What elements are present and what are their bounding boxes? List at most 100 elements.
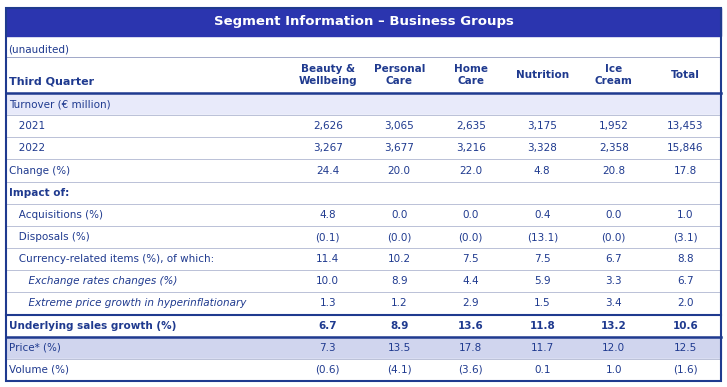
- Text: Change (%): Change (%): [9, 166, 70, 176]
- Text: (3.6): (3.6): [459, 365, 483, 375]
- Text: 13.5: 13.5: [387, 343, 411, 353]
- Text: (0.0): (0.0): [387, 232, 411, 242]
- Text: Extreme price growth in hyperinflationary: Extreme price growth in hyperinflationar…: [9, 298, 246, 308]
- Bar: [6, 337, 721, 359]
- Text: Acquisitions (%): Acquisitions (%): [9, 210, 103, 220]
- Text: 1.3: 1.3: [319, 298, 336, 308]
- Text: 3,175: 3,175: [527, 121, 557, 131]
- Text: 3.3: 3.3: [606, 276, 622, 286]
- Text: 0.0: 0.0: [606, 210, 622, 220]
- Text: 2,626: 2,626: [313, 121, 342, 131]
- Text: (3.1): (3.1): [673, 232, 698, 242]
- Text: 4.4: 4.4: [462, 276, 479, 286]
- Bar: [6, 270, 721, 293]
- Text: 7.5: 7.5: [534, 254, 550, 264]
- Text: 2.0: 2.0: [677, 298, 694, 308]
- Text: 24.4: 24.4: [316, 166, 340, 176]
- Text: 2022: 2022: [9, 144, 45, 153]
- Text: Third Quarter: Third Quarter: [9, 77, 94, 87]
- Text: 1.2: 1.2: [391, 298, 408, 308]
- Text: (1.6): (1.6): [673, 365, 698, 375]
- Text: 15,846: 15,846: [667, 144, 704, 153]
- Text: 17.8: 17.8: [459, 343, 483, 353]
- Text: 12.0: 12.0: [602, 343, 625, 353]
- Text: 2,358: 2,358: [599, 144, 629, 153]
- Bar: [6, 93, 721, 115]
- Text: 2.9: 2.9: [462, 298, 479, 308]
- Text: 20.0: 20.0: [387, 166, 411, 176]
- Text: 1.5: 1.5: [534, 298, 550, 308]
- Text: 20.8: 20.8: [602, 166, 625, 176]
- Text: (0.0): (0.0): [459, 232, 483, 242]
- Text: 0.1: 0.1: [534, 365, 550, 375]
- Text: (0.1): (0.1): [316, 232, 340, 242]
- Text: 13.6: 13.6: [458, 320, 483, 330]
- Text: 8.9: 8.9: [391, 276, 408, 286]
- Text: 11.8: 11.8: [529, 320, 555, 330]
- Bar: [6, 204, 721, 226]
- Text: (4.1): (4.1): [387, 365, 411, 375]
- Text: Ice
Cream: Ice Cream: [595, 64, 632, 86]
- Text: 7.3: 7.3: [319, 343, 336, 353]
- Text: 1,952: 1,952: [599, 121, 629, 131]
- Text: 10.2: 10.2: [387, 254, 411, 264]
- Text: 11.4: 11.4: [316, 254, 340, 264]
- Text: 1.0: 1.0: [606, 365, 622, 375]
- Text: Underlying sales growth (%): Underlying sales growth (%): [9, 320, 177, 330]
- Text: 5.9: 5.9: [534, 276, 550, 286]
- Text: 1.0: 1.0: [677, 210, 694, 220]
- Text: 4.8: 4.8: [534, 166, 550, 176]
- Bar: [6, 315, 721, 337]
- Text: 3,677: 3,677: [385, 144, 414, 153]
- Bar: [6, 359, 721, 381]
- Text: 8.9: 8.9: [390, 320, 409, 330]
- Text: (0.0): (0.0): [601, 232, 626, 242]
- Bar: [6, 293, 721, 315]
- Text: 2,635: 2,635: [456, 121, 486, 131]
- Text: 3,328: 3,328: [527, 144, 557, 153]
- Text: Total: Total: [671, 70, 699, 80]
- Text: Personal
Care: Personal Care: [374, 64, 425, 86]
- Text: Nutrition: Nutrition: [515, 70, 569, 80]
- Text: Segment Information – Business Groups: Segment Information – Business Groups: [214, 15, 513, 29]
- Text: Turnover (€ million): Turnover (€ million): [9, 99, 111, 109]
- Text: 6.7: 6.7: [606, 254, 622, 264]
- Text: Home
Care: Home Care: [454, 64, 488, 86]
- Bar: [6, 159, 721, 182]
- Text: 4.8: 4.8: [319, 210, 336, 220]
- Text: (13.1): (13.1): [526, 232, 558, 242]
- Bar: [6, 182, 721, 204]
- Text: 3,065: 3,065: [385, 121, 414, 131]
- Text: 3,216: 3,216: [456, 144, 486, 153]
- Text: 0.0: 0.0: [462, 210, 479, 220]
- Text: 0.4: 0.4: [534, 210, 550, 220]
- Bar: [6, 137, 721, 159]
- Bar: [6, 248, 721, 270]
- Text: Exchange rates changes (%): Exchange rates changes (%): [9, 276, 177, 286]
- Text: 22.0: 22.0: [459, 166, 482, 176]
- Text: (unaudited): (unaudited): [8, 44, 69, 54]
- Text: 10.6: 10.6: [672, 320, 698, 330]
- Text: 3,267: 3,267: [313, 144, 342, 153]
- Text: 10.0: 10.0: [316, 276, 340, 286]
- Text: 8.8: 8.8: [677, 254, 694, 264]
- Text: 3.4: 3.4: [606, 298, 622, 308]
- Text: 17.8: 17.8: [674, 166, 697, 176]
- Text: Currency-related items (%), of which:: Currency-related items (%), of which:: [9, 254, 214, 264]
- Bar: [6, 8, 721, 36]
- Text: Impact of:: Impact of:: [9, 188, 69, 198]
- Text: 6.7: 6.7: [677, 276, 694, 286]
- Text: 13,453: 13,453: [667, 121, 704, 131]
- Text: (0.6): (0.6): [316, 365, 340, 375]
- Text: 11.7: 11.7: [531, 343, 554, 353]
- Text: 0.0: 0.0: [391, 210, 407, 220]
- Text: 7.5: 7.5: [462, 254, 479, 264]
- Text: Beauty &
Wellbeing: Beauty & Wellbeing: [299, 64, 357, 86]
- Text: Price* (%): Price* (%): [9, 343, 61, 353]
- Bar: [6, 115, 721, 137]
- Text: Disposals (%): Disposals (%): [9, 232, 89, 242]
- Bar: [6, 226, 721, 248]
- Text: 6.7: 6.7: [318, 320, 337, 330]
- Text: 12.5: 12.5: [674, 343, 697, 353]
- Text: 13.2: 13.2: [601, 320, 627, 330]
